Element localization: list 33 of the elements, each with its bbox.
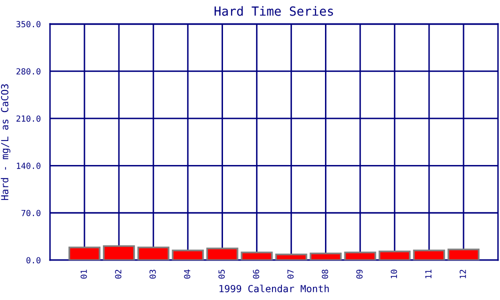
x-axis-title: 1999 Calendar Month xyxy=(220,284,329,292)
bar xyxy=(240,252,273,260)
x-tick-label: 07 xyxy=(287,270,294,279)
x-tick-label: 12 xyxy=(460,270,466,278)
x-tick-label: 01 xyxy=(80,270,87,279)
x-tick-label: 05 xyxy=(218,270,225,279)
y-tick-label: 0.0 xyxy=(26,257,40,264)
x-tick-label: 02 xyxy=(115,270,122,279)
x-tick-label: 10 xyxy=(390,270,398,278)
bar xyxy=(137,246,170,260)
x-tick-label: 06 xyxy=(252,270,260,279)
y-tick-label: 210.0 xyxy=(16,115,40,122)
bar xyxy=(275,254,308,260)
x-tick-label: 11 xyxy=(425,270,432,278)
x-tick-label: 04 xyxy=(184,270,190,279)
chart-title: Hard Time Series xyxy=(214,6,333,16)
y-axis-title: Hard - mg/L as CaCO3 xyxy=(0,84,10,200)
bar xyxy=(68,246,100,260)
bar xyxy=(344,252,376,260)
y-tick-label: 70.0 xyxy=(21,210,40,216)
bar xyxy=(310,252,342,260)
x-tick-label: 03 xyxy=(150,270,156,279)
x-tick-label: 09 xyxy=(356,270,363,279)
y-tick-label: 350.0 xyxy=(16,21,40,28)
y-tick-label: 280.0 xyxy=(16,68,40,75)
bar xyxy=(206,248,238,260)
y-tick-label: 140.0 xyxy=(16,162,40,169)
bar xyxy=(172,250,204,260)
bar xyxy=(102,245,135,260)
bar xyxy=(413,250,446,260)
bar xyxy=(448,248,480,260)
bar xyxy=(378,250,411,260)
x-tick-label: 08 xyxy=(322,270,328,279)
